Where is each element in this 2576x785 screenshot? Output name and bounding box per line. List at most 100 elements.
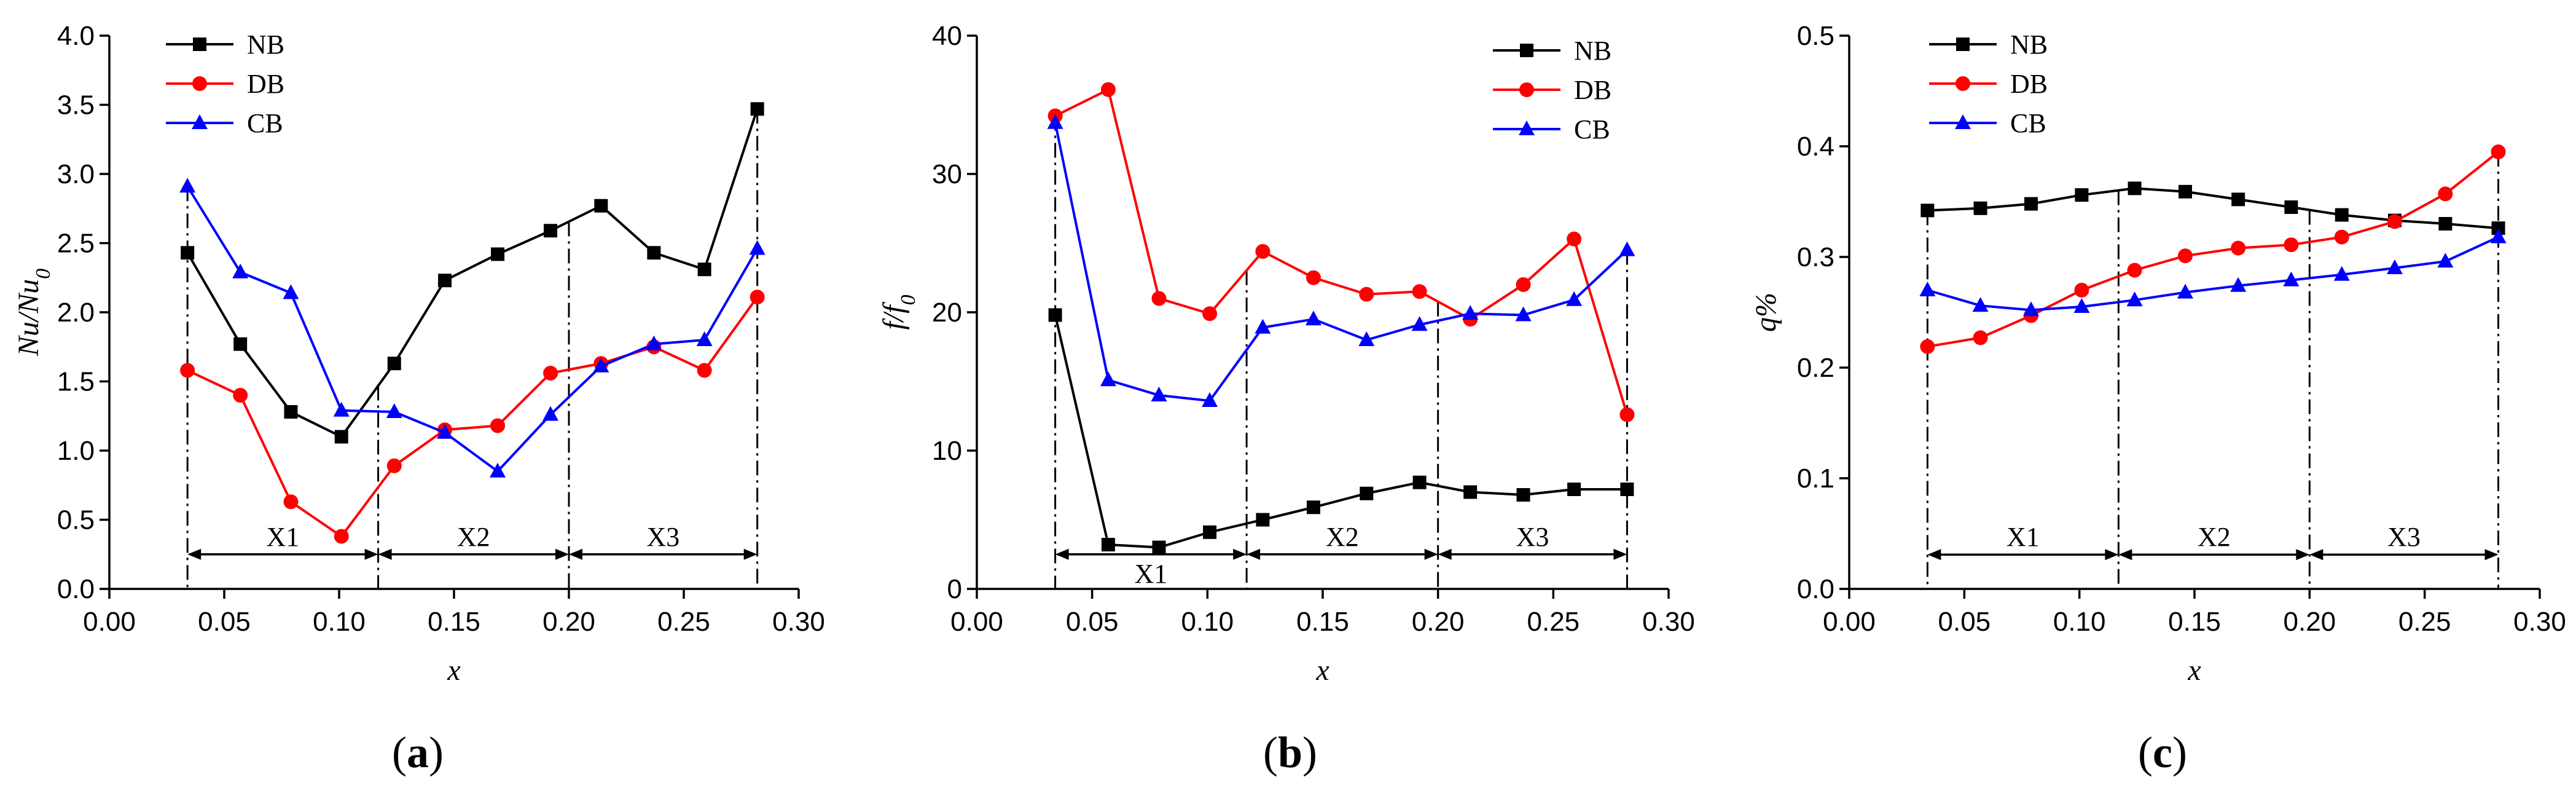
data-point-db (233, 388, 248, 403)
y-tick-label: 0.0 (1797, 574, 1834, 604)
chart-panel-3: 0.00 0.05 0.10 0.15 0.20 0.25 0.30 0.0 0.1 0.2 0.3… (1750, 21, 2566, 777)
arrow-head-left (2309, 549, 2323, 561)
data-point-cb (2177, 283, 2194, 299)
data-point-cb (2386, 259, 2403, 274)
x-tick-label: 0.30 (772, 607, 825, 637)
y-axis-label: Nu/Nu0 (12, 269, 55, 357)
data-point-db (1412, 284, 1427, 299)
data-point-cb (593, 357, 609, 373)
data-point-cb (2283, 271, 2300, 286)
data-point-cb (1619, 241, 1635, 256)
legend-marker (1956, 37, 1970, 51)
data-point-db (490, 418, 506, 433)
series-line-db (1054, 87, 1629, 416)
data-point-cb (1151, 387, 1167, 401)
panel-label: (c) (2138, 728, 2187, 777)
x-axis-label: x (447, 654, 460, 687)
data-point-cb (2490, 228, 2507, 243)
x-tick-label: 0.00 (950, 607, 1003, 637)
panel-label: (b) (1263, 728, 1317, 777)
data-point-db (2178, 248, 2193, 264)
data-point-nb (2335, 208, 2349, 222)
y-tick-label: 0.0 (57, 574, 95, 604)
data-point-cb (1411, 316, 1428, 331)
x-tick-label: 0.25 (1527, 607, 1580, 637)
y-tick-label: 0.1 (1797, 464, 1834, 494)
legend-label: CB (1574, 114, 1610, 144)
data-point-db (2074, 283, 2089, 298)
region-label: X3 (646, 522, 679, 552)
region-label: X2 (2198, 522, 2231, 552)
legend-label: NB (247, 30, 284, 60)
data-point-db (1151, 291, 1167, 306)
data-point-nb (1306, 500, 1320, 515)
y-tick-label: 2.5 (57, 229, 95, 259)
arrow-head-right (1233, 548, 1247, 560)
arrow-head-right (2484, 549, 2499, 561)
arrow-head-left (1927, 549, 1941, 561)
data-point-db (2284, 237, 2299, 253)
data-point-db (1255, 244, 1270, 259)
data-point-cb (437, 424, 453, 439)
legend-label: DB (2010, 69, 2048, 99)
arrow-head-right (2105, 549, 2119, 561)
data-point-nb (2179, 184, 2193, 199)
data-point-db (334, 529, 349, 544)
data-point-db (1973, 330, 1988, 345)
data-point-nb (2128, 181, 2142, 195)
y-tick-label: 0.4 (1797, 132, 1834, 162)
data-point-cb (2333, 266, 2350, 281)
y-tick-label: 0 (947, 574, 962, 604)
chart-panel-1: 0.00 0.05 0.10 0.15 0.20 0.25 0.30 0.0 0.5 1.0 1.5… (12, 21, 825, 777)
arrow-head-right (743, 548, 758, 560)
x-tick-label: 0.10 (313, 607, 366, 637)
data-point-cb (1972, 297, 1989, 312)
x-tick-label: 0.10 (2053, 607, 2106, 637)
data-point-nb (544, 224, 558, 238)
x-tick-label: 0.05 (1938, 607, 1991, 637)
arrow-head-left (1247, 548, 1261, 560)
y-axis-label: q% (1750, 293, 1782, 332)
legend-label: NB (1574, 36, 1611, 66)
data-point-nb (2231, 192, 2245, 207)
series-line-cb (1927, 235, 2499, 312)
legend-marker (1955, 76, 1970, 91)
data-point-nb (387, 357, 401, 371)
arrow-head-left (2118, 549, 2132, 561)
data-point-cb (333, 401, 350, 417)
x-tick-label: 0.10 (1181, 607, 1234, 637)
data-point-nb (2491, 221, 2505, 235)
arrow-head-left (569, 548, 582, 560)
data-point-cb (1919, 282, 1936, 296)
series-line-nb (1927, 187, 2499, 230)
x-tick-label: 0.05 (1066, 607, 1119, 637)
data-point-db (750, 290, 765, 305)
legend-marker (1955, 114, 1971, 129)
data-point-cb (1100, 371, 1116, 387)
data-point-nb (1463, 485, 1478, 499)
x-tick-label: 0.15 (1296, 607, 1349, 637)
data-point-nb (750, 102, 764, 116)
data-point-nb (2075, 188, 2089, 202)
data-point-db (2127, 262, 2142, 278)
data-point-nb (233, 337, 248, 351)
data-point-nb (2024, 197, 2038, 211)
legend-marker (192, 114, 208, 129)
region-label: X1 (266, 522, 299, 552)
data-point-db (543, 366, 558, 381)
arrow-head-right (1424, 548, 1438, 560)
series-line-db (1927, 151, 2499, 348)
region-label: X1 (2006, 522, 2040, 552)
series-line-cb (186, 186, 759, 473)
data-point-cb (232, 263, 249, 278)
region-label: X2 (457, 522, 490, 552)
data-point-nb (1920, 203, 1935, 218)
y-tick-label: 10 (932, 436, 962, 466)
y-tick-label: 30 (932, 159, 962, 189)
data-point-db (386, 458, 402, 473)
data-point-nb (1567, 483, 1581, 496)
data-point-cb (1202, 392, 1218, 407)
x-tick-label: 0.30 (1642, 607, 1695, 637)
y-tick-label: 20 (932, 298, 962, 328)
data-point-cb (283, 284, 299, 299)
